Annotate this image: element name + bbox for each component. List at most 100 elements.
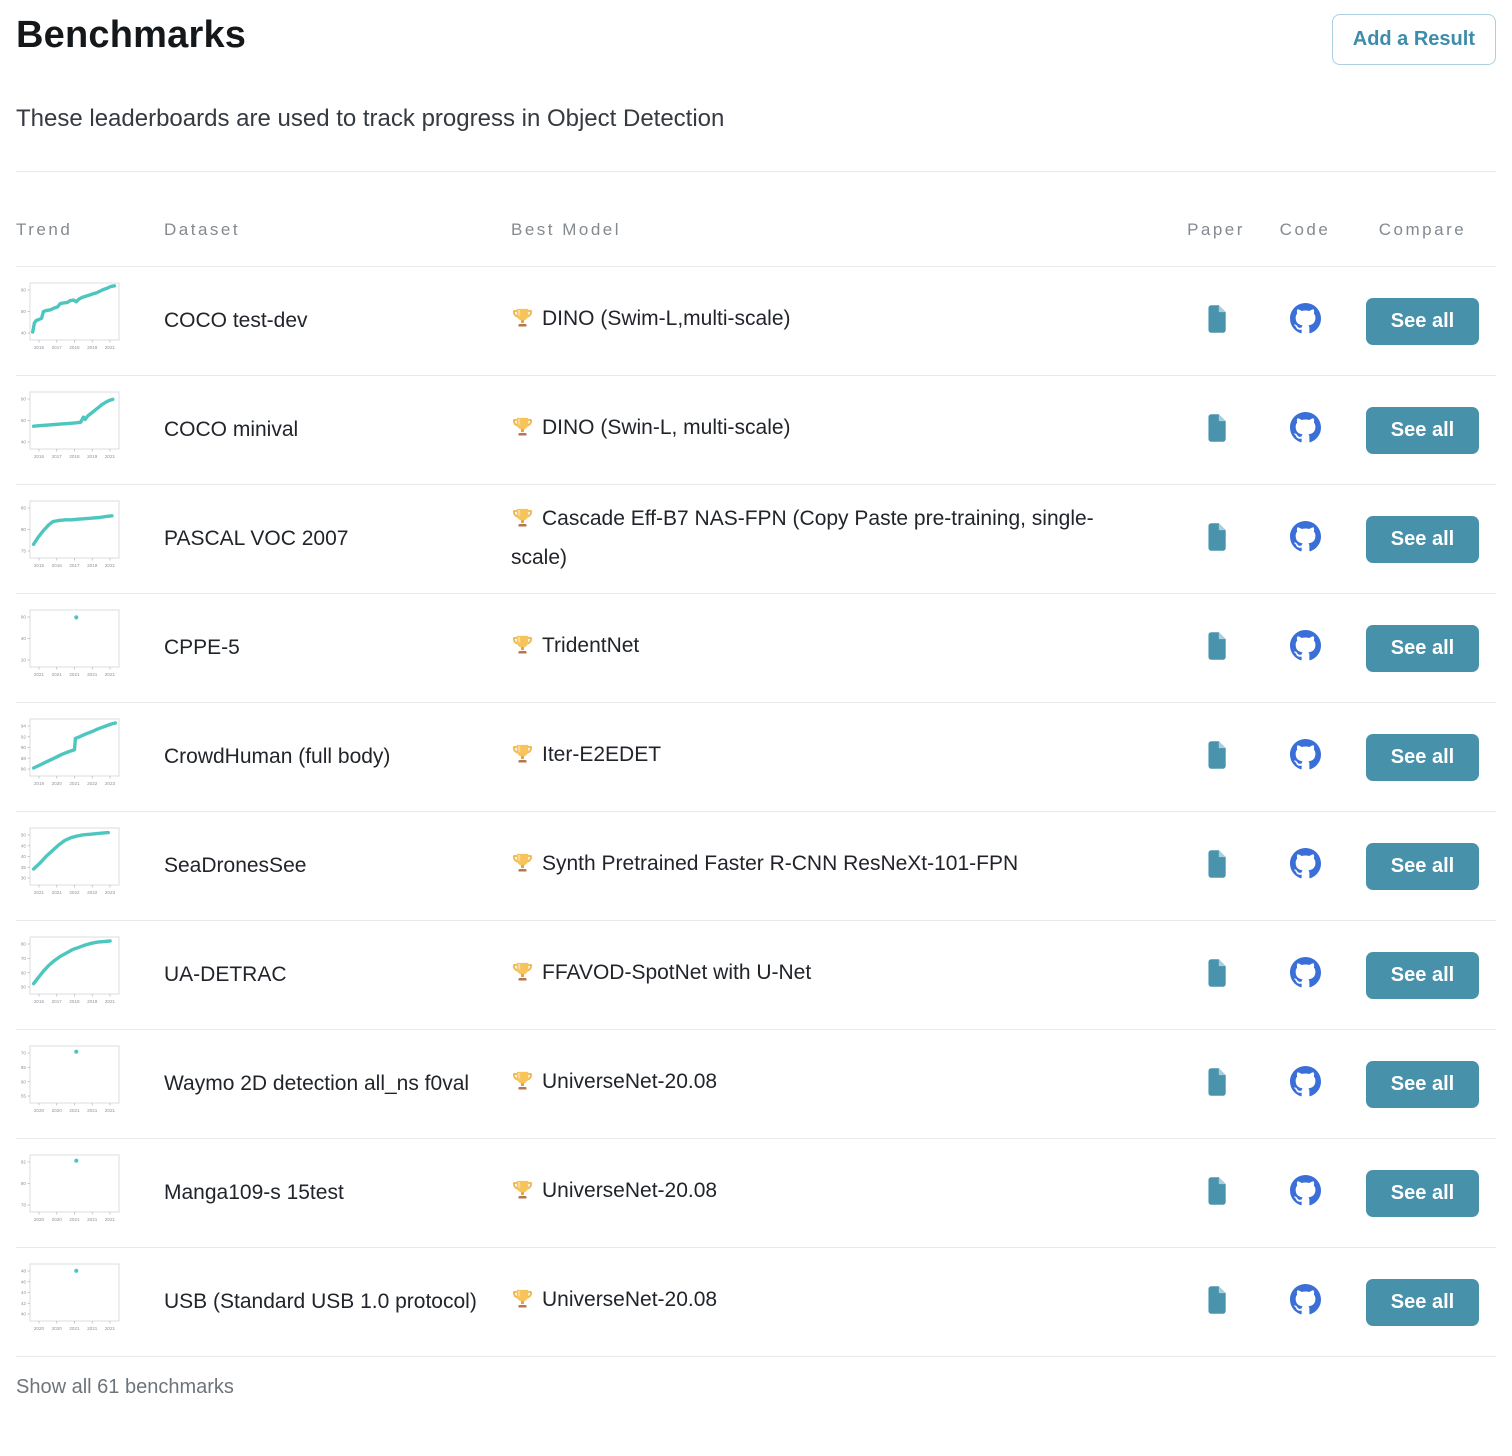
github-icon[interactable] [1289,630,1321,666]
dataset-link[interactable]: UA-DETRAC [164,963,287,987]
paper-cell [1171,631,1261,665]
see-all-button[interactable]: See all [1365,1278,1480,1326]
see-all-button[interactable]: See all [1365,515,1480,563]
best-model-cell: UniverseNet-20.08 [511,1065,1171,1104]
table-row: 60 50 40 2016 2017 2018 2019 2021 COCO test-dev… [16,266,1496,375]
best-model-cell: Cascade Eff-B7 NAS-FPN (Copy Paste pre-t… [511,502,1171,575]
trend-sparkline[interactable]: 82 80 78 2020 2020 2021 2021 2021 [16,1151,122,1231]
svg-text:40: 40 [21,330,27,335]
see-all-button[interactable]: See all [1365,842,1480,890]
dataset-link[interactable]: COCO minival [164,418,299,442]
trend-cell: 48 46 44 42 40 2020 2020 2021 2021 2021 [16,1260,164,1345]
svg-text:2016: 2016 [52,563,63,568]
paper-icon[interactable] [1205,849,1228,883]
compare-cell: See all [1349,515,1496,563]
trend-cell: 60 50 40 2016 2017 2018 2019 2021 [16,388,164,473]
svg-text:2021: 2021 [105,1217,116,1222]
paper-cell [1171,849,1261,883]
trend-sparkline[interactable]: 60 50 40 2016 2017 2018 2019 2021 [16,388,122,468]
paper-icon[interactable] [1205,1176,1228,1210]
see-all-button[interactable]: See all [1365,733,1480,781]
best-model-link[interactable]: UniverseNet-20.08 [542,1287,718,1311]
best-model-link[interactable]: Iter-E2EDET [542,742,662,766]
svg-text:2016: 2016 [34,999,45,1004]
paper-cell [1171,740,1261,774]
best-model-cell: Iter-E2EDET [511,738,1171,777]
paper-icon[interactable] [1205,522,1228,556]
table-row: 82 80 78 2020 2020 2021 2021 2021 Manga109-s 15… [16,1138,1496,1247]
paper-icon[interactable] [1205,958,1228,992]
see-all-button[interactable]: See all [1365,624,1480,672]
best-model-link[interactable]: UniverseNet-20.08 [542,1069,718,1093]
trend-sparkline[interactable]: 70 65 60 55 2020 2020 2021 2021 2021 [16,1042,122,1122]
svg-text:2019: 2019 [87,345,98,350]
github-icon[interactable] [1289,957,1321,993]
trend-sparkline[interactable]: 94 92 90 88 86 2019 2020 2021 2022 2023 [16,715,122,795]
best-model-link[interactable]: TridentNet [542,633,640,657]
trend-sparkline[interactable]: 48 46 44 42 40 2020 2020 2021 2021 2021 [16,1260,122,1340]
benchmarks-page: Benchmarks Add a Result These leaderboar… [16,14,1496,1398]
compare-cell: See all [1349,1060,1496,1108]
code-cell [1261,521,1349,557]
github-icon[interactable] [1289,1284,1321,1320]
paper-icon[interactable] [1205,413,1228,447]
dataset-link[interactable]: COCO test-dev [164,309,308,333]
best-model-link[interactable]: Synth Pretrained Faster R-CNN ResNeXt-10… [542,851,1019,875]
paper-icon[interactable] [1205,304,1228,338]
svg-text:2021: 2021 [69,781,80,786]
table-row: 48 46 44 42 40 2020 2020 2021 2021 2021 USB (Stan… [16,1247,1496,1356]
svg-text:2017: 2017 [69,563,80,568]
paper-icon[interactable] [1205,1067,1228,1101]
compare-cell: See all [1349,1278,1496,1326]
github-icon[interactable] [1289,521,1321,557]
dataset-link[interactable]: Waymo 2D detection all_ns f0val [164,1072,470,1096]
github-icon[interactable] [1289,412,1321,448]
add-result-button[interactable]: Add a Result [1331,14,1496,65]
paper-cell [1171,1285,1261,1319]
table-row: 60 40 20 2021 2021 2021 2021 2021 CPPE-5 Triden… [16,593,1496,702]
see-all-button[interactable]: See all [1365,297,1480,345]
dataset-link[interactable]: SeaDronesSee [164,854,307,878]
column-header-dataset: Dataset [164,220,241,239]
dataset-link[interactable]: CPPE-5 [164,636,240,660]
see-all-button[interactable]: See all [1365,1060,1480,1108]
trend-cell: 85 80 75 2015 2016 2017 2019 2021 [16,497,164,582]
dataset-link[interactable]: PASCAL VOC 2007 [164,527,349,551]
trend-sparkline[interactable]: 60 50 40 2016 2017 2018 2019 2021 [16,279,122,359]
github-icon[interactable] [1289,1066,1321,1102]
best-model-link[interactable]: Cascade Eff-B7 NAS-FPN (Copy Paste pre-t… [511,507,1094,569]
code-cell [1261,848,1349,884]
github-icon[interactable] [1289,303,1321,339]
svg-text:2023: 2023 [105,781,116,786]
see-all-button[interactable]: See all [1365,406,1480,454]
trophy-icon [511,742,534,777]
trend-cell: 94 92 90 88 86 2019 2020 2021 2022 2023 [16,715,164,800]
see-all-button[interactable]: See all [1365,1169,1480,1217]
github-icon[interactable] [1289,848,1321,884]
see-all-button[interactable]: See all [1365,951,1480,999]
github-icon[interactable] [1289,739,1321,775]
trend-sparkline[interactable]: 80 70 60 50 2016 2017 2018 2019 2021 [16,933,122,1013]
trend-sparkline[interactable]: 50 45 40 35 30 2021 2021 2022 2022 2023 [16,824,122,904]
best-model-link[interactable]: DINO (Swin-L, multi-scale) [542,415,791,439]
best-model-link[interactable]: DINO (Swim-L,multi-scale) [542,306,791,330]
dataset-link[interactable]: Manga109-s 15test [164,1181,344,1205]
github-icon[interactable] [1289,1175,1321,1211]
paper-icon[interactable] [1205,740,1228,774]
trend-sparkline[interactable]: 85 80 75 2015 2016 2017 2019 2021 [16,497,122,577]
svg-text:70: 70 [21,1050,27,1055]
svg-text:2019: 2019 [87,563,98,568]
page-subtitle: These leaderboards are used to track pro… [16,105,725,132]
show-all-benchmarks-link[interactable]: Show all 61 benchmarks [16,1376,234,1398]
best-model-cell: DINO (Swim-L,multi-scale) [511,302,1171,341]
dataset-link[interactable]: CrowdHuman (full body) [164,745,391,769]
trophy-icon [511,1287,534,1322]
paper-icon[interactable] [1205,1285,1228,1319]
best-model-cell: DINO (Swin-L, multi-scale) [511,411,1171,450]
best-model-link[interactable]: UniverseNet-20.08 [542,1178,718,1202]
svg-text:2021: 2021 [34,890,45,895]
trend-sparkline[interactable]: 60 40 20 2021 2021 2021 2021 2021 [16,606,122,686]
dataset-link[interactable]: USB (Standard USB 1.0 protocol) [164,1290,477,1314]
paper-icon[interactable] [1205,631,1228,665]
best-model-link[interactable]: FFAVOD-SpotNet with U-Net [542,960,812,984]
